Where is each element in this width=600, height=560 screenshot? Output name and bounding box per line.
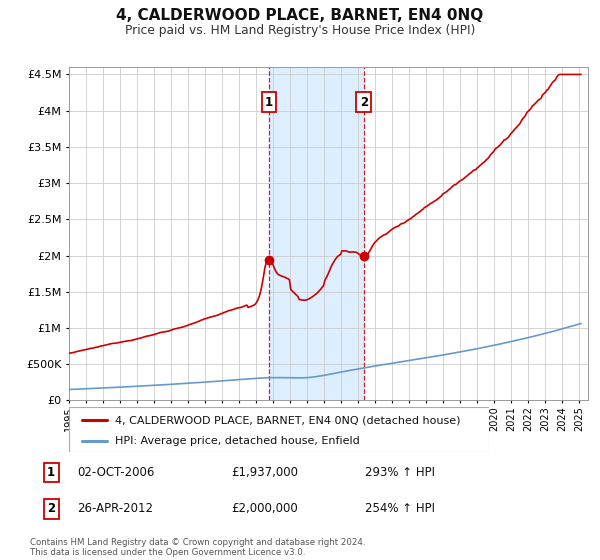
Text: 293% ↑ HPI: 293% ↑ HPI <box>365 466 435 479</box>
Text: 26-APR-2012: 26-APR-2012 <box>77 502 154 515</box>
Text: 1: 1 <box>265 96 273 109</box>
Text: 2: 2 <box>47 502 55 515</box>
Text: 4, CALDERWOOD PLACE, BARNET, EN4 0NQ: 4, CALDERWOOD PLACE, BARNET, EN4 0NQ <box>116 8 484 24</box>
Text: 254% ↑ HPI: 254% ↑ HPI <box>365 502 435 515</box>
Text: £1,937,000: £1,937,000 <box>231 466 298 479</box>
Text: 1: 1 <box>47 466 55 479</box>
FancyBboxPatch shape <box>69 407 489 452</box>
Text: 02-OCT-2006: 02-OCT-2006 <box>77 466 155 479</box>
Text: 2: 2 <box>359 96 368 109</box>
Text: HPI: Average price, detached house, Enfield: HPI: Average price, detached house, Enfi… <box>115 436 360 446</box>
Bar <box>269 67 364 400</box>
Text: Price paid vs. HM Land Registry's House Price Index (HPI): Price paid vs. HM Land Registry's House … <box>125 24 475 36</box>
Text: 4, CALDERWOOD PLACE, BARNET, EN4 0NQ (detached house): 4, CALDERWOOD PLACE, BARNET, EN4 0NQ (de… <box>115 416 461 426</box>
Text: £2,000,000: £2,000,000 <box>231 502 298 515</box>
Text: Contains HM Land Registry data © Crown copyright and database right 2024.
This d: Contains HM Land Registry data © Crown c… <box>30 538 365 557</box>
